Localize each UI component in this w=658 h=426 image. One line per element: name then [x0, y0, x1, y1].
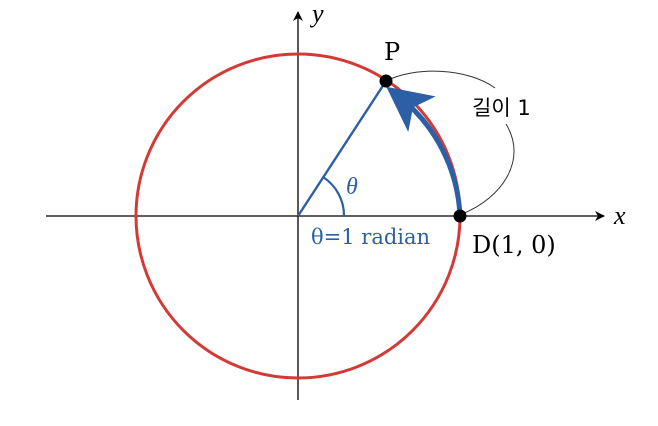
- arc-length-one: [386, 86, 463, 217]
- arc-length-label: 길이 1: [472, 96, 531, 120]
- point-d: [453, 209, 467, 223]
- angle-arc: [322, 176, 346, 217]
- radius-op: [296, 80, 388, 217]
- x-axis-label: x: [613, 201, 626, 230]
- angle-equation: θ=1 radian: [311, 225, 430, 249]
- angle-symbol: θ: [346, 174, 358, 200]
- point-d-label: D(1, 0): [472, 231, 556, 259]
- point-p-label: P: [384, 38, 400, 66]
- y-axis-label: y: [309, 0, 324, 28]
- arc-label-callout-lower: [461, 123, 515, 215]
- arc-label-callout: [385, 70, 496, 89]
- point-p: [379, 74, 393, 88]
